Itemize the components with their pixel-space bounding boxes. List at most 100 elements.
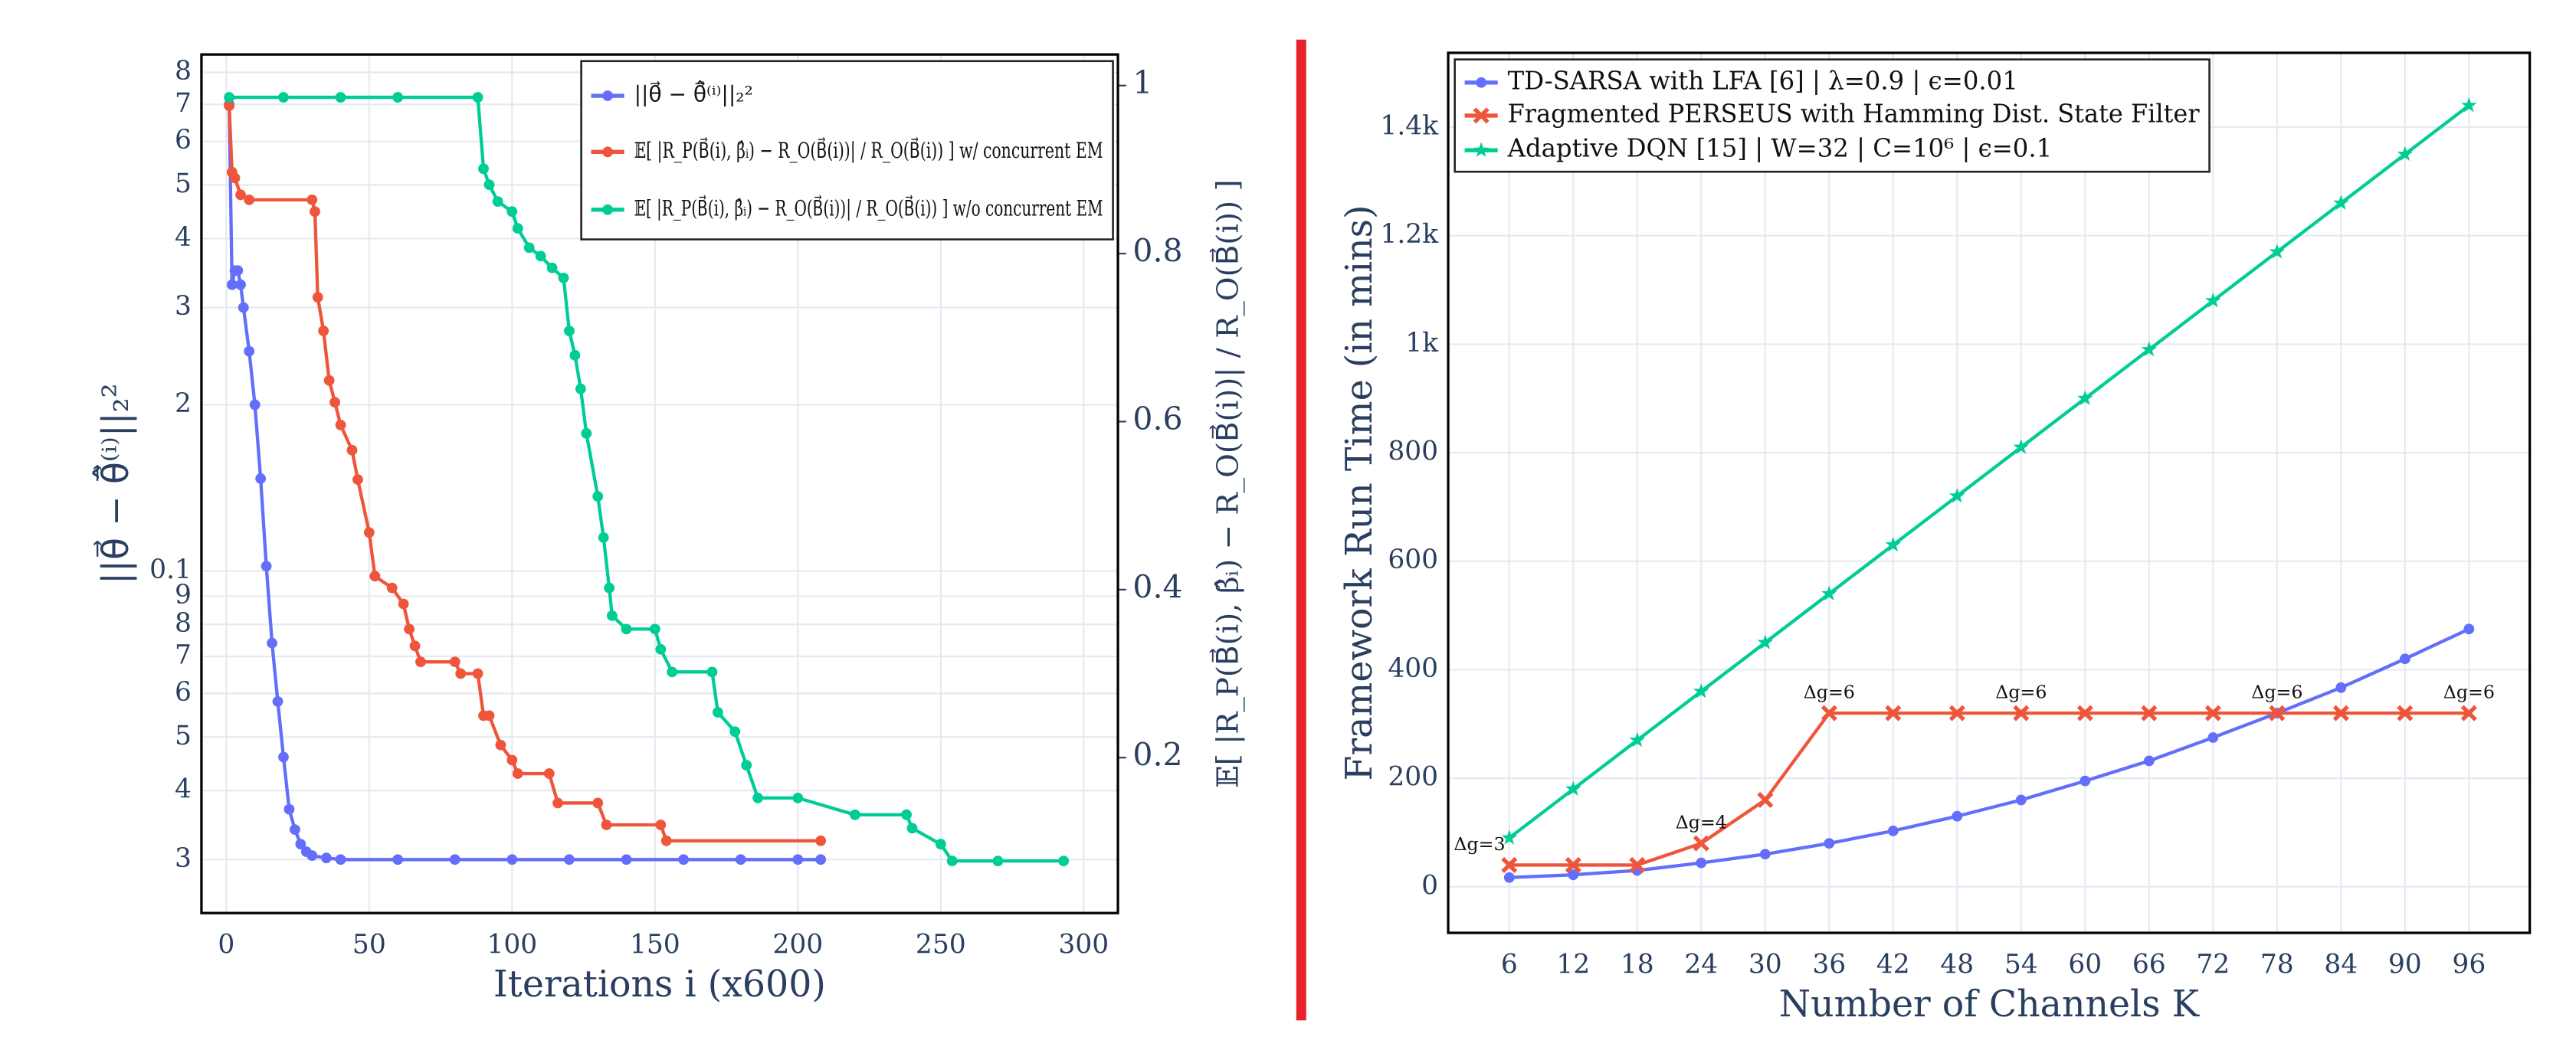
data-point	[278, 92, 289, 103]
x-tick-label: 100	[487, 930, 537, 960]
x-tick-label: 300	[1058, 930, 1109, 960]
y-tick-label: 1k	[1405, 328, 1439, 358]
data-point	[455, 668, 467, 679]
data-point	[849, 809, 860, 820]
data-point	[232, 265, 244, 276]
data-point	[2461, 97, 2477, 113]
legend-marker	[602, 146, 613, 158]
data-point	[1693, 835, 1709, 852]
data-point	[306, 194, 318, 205]
y-tick-label: 9	[175, 580, 192, 610]
data-point	[495, 739, 506, 751]
data-point	[604, 582, 615, 594]
data-point	[352, 474, 363, 486]
data-point	[2460, 705, 2477, 721]
data-point	[1885, 536, 1902, 552]
data-point	[306, 850, 318, 862]
data-point	[229, 172, 241, 184]
data-point	[392, 854, 404, 865]
data-point	[678, 854, 690, 865]
x-tick-label: 90	[2388, 950, 2422, 980]
data-point	[655, 820, 667, 830]
x-tick-label: 84	[2324, 950, 2358, 980]
data-point	[404, 623, 415, 635]
data-point	[312, 292, 323, 303]
annotation: Δg=6	[1995, 682, 2047, 703]
y-tick-label: 5	[175, 721, 192, 751]
x-tick-label: 48	[1940, 950, 1974, 980]
y2-tick-label: 0.8	[1132, 233, 1182, 270]
data-point	[601, 820, 612, 830]
data-point	[815, 835, 827, 846]
legend-marker	[1473, 107, 1490, 124]
data-point	[386, 582, 398, 594]
y-tick-label: 800	[1388, 437, 1438, 467]
data-point	[1948, 705, 1965, 721]
data-point	[1821, 585, 1837, 600]
data-point	[1629, 731, 1646, 748]
data-point	[2076, 705, 2093, 721]
data-point	[606, 610, 618, 621]
data-point	[478, 163, 489, 175]
series-line	[1509, 711, 2469, 867]
y-axis-label: ||θ⃗ − θ̂⃗⁽ⁱ⁾||₂²	[93, 383, 138, 584]
data-point	[552, 797, 563, 809]
data-point	[1501, 856, 1518, 873]
annotation: Δg=6	[2251, 682, 2302, 703]
data-point	[369, 571, 381, 582]
divider	[1296, 39, 1306, 1021]
data-point	[255, 473, 267, 484]
y-tick-label: 0.1	[149, 555, 192, 585]
data-point	[449, 656, 460, 668]
y-tick-label: 3	[175, 291, 192, 322]
y-axis-label: Framework Run Time (in mins)	[1339, 205, 1381, 781]
x-axis-label: Iterations i (x600)	[493, 963, 826, 1006]
y-tick-label: 0	[1421, 870, 1438, 901]
data-point	[2207, 732, 2219, 743]
data-point	[906, 823, 918, 834]
data-point	[492, 196, 503, 207]
y-tick-label: 3	[175, 843, 192, 874]
x-tick-label: 12	[1556, 950, 1590, 980]
data-point	[335, 92, 346, 103]
data-point	[1696, 857, 1707, 869]
y-tick-label: 4	[175, 774, 192, 805]
y-tick-label: 7	[175, 640, 192, 671]
data-point	[283, 803, 295, 815]
y-tick-label: 5	[175, 168, 192, 199]
data-point	[2399, 653, 2410, 665]
legend-marker	[602, 204, 613, 215]
x-tick-label: 54	[2004, 950, 2038, 980]
data-point	[226, 279, 238, 290]
data-point	[321, 852, 332, 864]
x-tick-label: 0	[218, 930, 234, 960]
y-tick-label: 8	[175, 56, 192, 87]
x-tick-label: 250	[916, 930, 966, 960]
data-point	[2079, 775, 2091, 787]
x-tick-label: 150	[630, 930, 680, 960]
x-tick-label: 96	[2452, 950, 2486, 980]
data-point	[224, 100, 234, 111]
data-point	[1503, 872, 1515, 883]
data-point	[592, 491, 604, 502]
data-point	[2397, 705, 2414, 721]
data-point	[729, 726, 741, 738]
y-tick-label: 200	[1388, 762, 1438, 793]
data-point	[581, 427, 592, 439]
data-point	[2013, 439, 2030, 454]
legend-label: Adaptive DQN [15] | W=32 | C=10⁶ | ϵ=0.1	[1507, 134, 2053, 163]
data-point	[409, 640, 421, 652]
legend-box	[580, 60, 1114, 240]
data-point	[506, 754, 518, 766]
x-tick-label: 6	[1501, 950, 1518, 980]
data-point	[2269, 705, 2286, 721]
data-point	[1565, 780, 1581, 796]
data-point	[655, 643, 667, 655]
data-point	[2335, 682, 2347, 693]
data-point	[1824, 838, 1835, 849]
data-point	[249, 399, 261, 411]
data-point	[2077, 390, 2093, 405]
data-point	[2141, 341, 2158, 357]
x-tick-label: 50	[352, 930, 386, 960]
